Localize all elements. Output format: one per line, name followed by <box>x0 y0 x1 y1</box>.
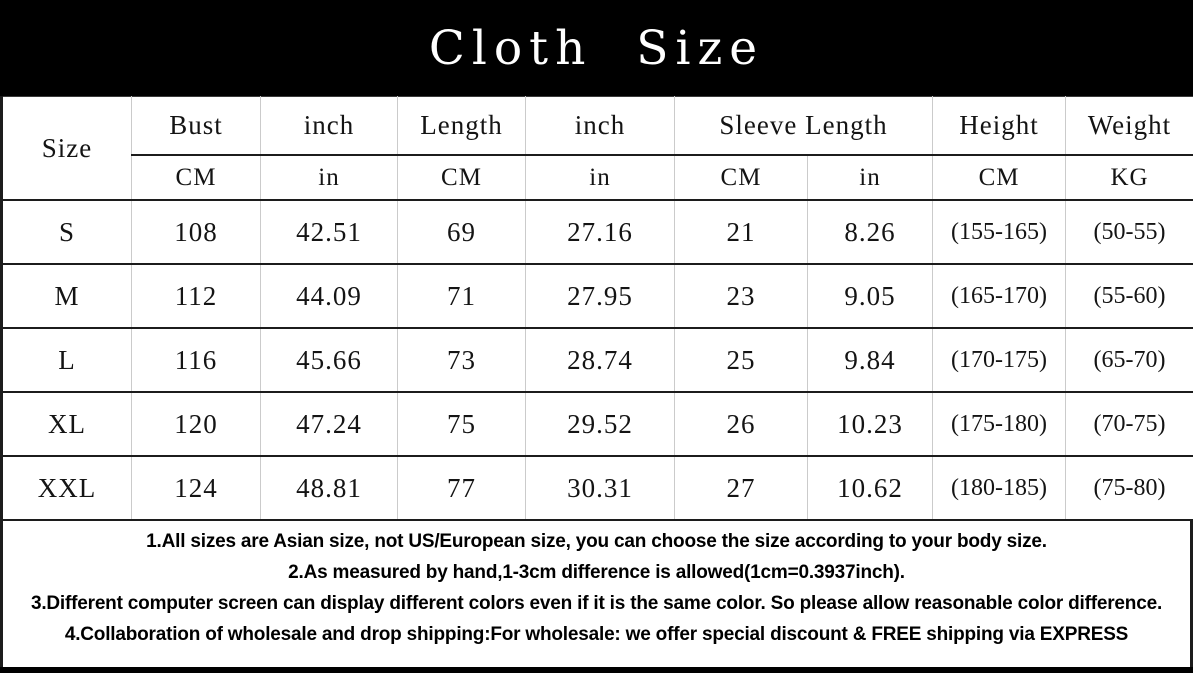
cell-length-cm: 69 <box>397 200 526 265</box>
cell-sleeve-in: 9.05 <box>806 264 934 329</box>
cell-height: (165-170) <box>932 264 1067 329</box>
title-banner: Cloth Size <box>0 0 1193 96</box>
unit-sleeve-cm: CM <box>674 155 808 201</box>
cell-length-cm: 77 <box>397 456 526 521</box>
cell-length-in: 29.52 <box>525 392 675 457</box>
col-header-size: Size <box>1 96 132 201</box>
cell-weight: (70-75) <box>1065 392 1193 457</box>
col-header-bust-inch: inch <box>260 96 398 156</box>
col-header-length: Length <box>397 96 526 156</box>
size-label: XL <box>1 392 132 457</box>
cell-sleeve-cm: 23 <box>674 264 808 329</box>
cell-length-cm: 75 <box>397 392 526 457</box>
header-unit-row: CM in CM in CM in CM KG <box>2 155 1193 201</box>
cell-sleeve-in: 8.26 <box>806 200 934 265</box>
col-header-sleeve-length: Sleeve Length <box>673 96 934 156</box>
cell-bust-in: 44.09 <box>260 264 398 329</box>
cell-height: (155-165) <box>932 200 1067 265</box>
unit-length-in: in <box>525 155 675 201</box>
size-table: Size Bust inch Length inch Sleeve Length… <box>0 96 1193 521</box>
size-label: L <box>1 328 132 393</box>
cell-length-in: 27.95 <box>525 264 675 329</box>
cell-bust-in: 42.51 <box>260 200 398 265</box>
cell-height: (170-175) <box>932 328 1067 393</box>
notes-section: 1.All sizes are Asian size, not US/Europ… <box>0 521 1193 667</box>
size-label: M <box>1 264 132 329</box>
cell-length-in: 30.31 <box>525 456 675 521</box>
size-label: S <box>1 200 132 265</box>
cell-sleeve-in: 10.23 <box>806 392 934 457</box>
cell-weight: (75-80) <box>1065 456 1193 521</box>
cell-sleeve-cm: 21 <box>674 200 808 265</box>
cell-bust-in: 47.24 <box>260 392 398 457</box>
note-color-difference: 3.Different computer screen can display … <box>30 593 1163 614</box>
table-body: S 108 42.51 69 27.16 21 8.26 (155-165) (… <box>1 200 1193 521</box>
cell-bust-cm: 124 <box>131 456 261 521</box>
table-header: Size Bust inch Length inch Sleeve Length… <box>1 96 1193 201</box>
unit-height-cm: CM <box>932 155 1067 201</box>
cell-length-in: 27.16 <box>525 200 675 265</box>
cell-sleeve-cm: 27 <box>674 456 808 521</box>
cell-sleeve-cm: 26 <box>674 392 808 457</box>
size-row-xxl: XXL 124 48.81 77 30.31 27 10.62 (180-185… <box>1 456 1193 521</box>
cell-sleeve-cm: 25 <box>674 328 808 393</box>
cell-bust-cm: 120 <box>131 392 261 457</box>
unit-length-cm: CM <box>397 155 526 201</box>
cell-sleeve-in: 10.62 <box>806 456 934 521</box>
col-header-weight: Weight <box>1065 96 1193 156</box>
cell-bust-in: 48.81 <box>260 456 398 521</box>
cell-height: (175-180) <box>932 392 1067 457</box>
cell-bust-cm: 112 <box>131 264 261 329</box>
cell-bust-cm: 116 <box>131 328 261 393</box>
note-asian-size: 1.All sizes are Asian size, not US/Europ… <box>146 531 1047 552</box>
size-row-xl: XL 120 47.24 75 29.52 26 10.23 (175-180)… <box>1 392 1193 457</box>
header-label-row: Size Bust inch Length inch Sleeve Length… <box>1 96 1193 201</box>
cell-bust-in: 45.66 <box>260 328 398 393</box>
cell-sleeve-in: 9.84 <box>806 328 934 393</box>
col-header-height: Height <box>932 96 1067 156</box>
cell-bust-cm: 108 <box>131 200 261 265</box>
cell-weight: (55-60) <box>1065 264 1193 329</box>
size-row-s: S 108 42.51 69 27.16 21 8.26 (155-165) (… <box>1 200 1193 265</box>
cell-height: (180-185) <box>932 456 1067 521</box>
size-label: XXL <box>1 456 132 521</box>
unit-bust-in: in <box>260 155 398 201</box>
cell-weight: (65-70) <box>1065 328 1193 393</box>
cell-weight: (50-55) <box>1065 200 1193 265</box>
note-wholesale: 4.Collaboration of wholesale and drop sh… <box>64 624 1129 645</box>
page-title: Cloth Size <box>428 20 765 76</box>
note-hand-measure: 2.As measured by hand,1-3cm difference i… <box>288 562 905 583</box>
unit-sleeve-in: in <box>806 155 934 201</box>
cell-length-cm: 71 <box>397 264 526 329</box>
cell-length-cm: 73 <box>397 328 526 393</box>
size-row-m: M 112 44.09 71 27.95 23 9.05 (165-170) (… <box>1 264 1193 329</box>
col-header-length-inch: inch <box>525 96 675 156</box>
cell-length-in: 28.74 <box>525 328 675 393</box>
bottom-divider-bar <box>0 667 1193 673</box>
unit-weight-kg: KG <box>1065 155 1193 201</box>
col-header-bust: Bust <box>131 96 261 156</box>
size-row-l: L 116 45.66 73 28.74 25 9.84 (170-175) (… <box>1 328 1193 393</box>
unit-bust-cm: CM <box>131 155 261 201</box>
